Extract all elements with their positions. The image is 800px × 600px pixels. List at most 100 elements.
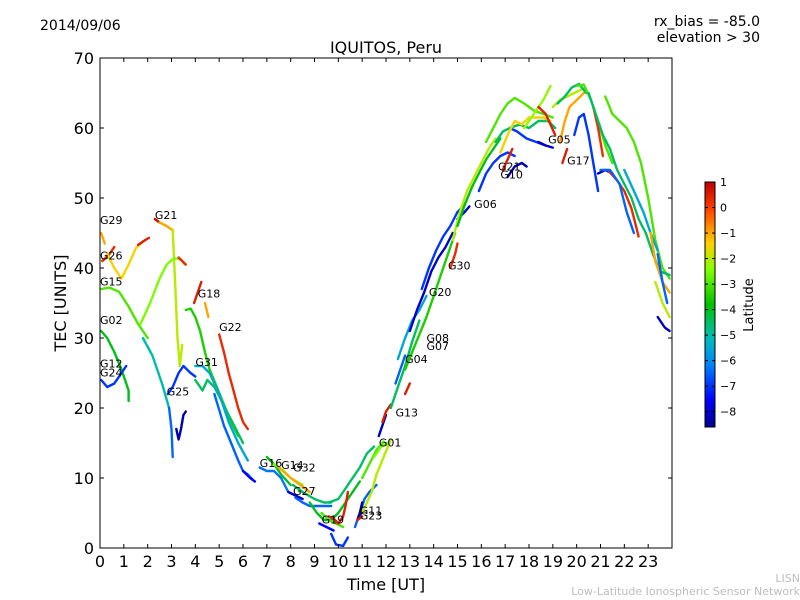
series-G32 (265, 455, 292, 487)
series-G08 (403, 231, 457, 371)
series-G17q (654, 280, 671, 319)
series-G17f (573, 112, 600, 193)
x-tick-label: 16 (471, 552, 491, 571)
series-G05b (537, 140, 554, 149)
series-G17o (656, 252, 669, 305)
x-tick-label: 22 (614, 552, 634, 571)
y-tick-label: 30 (74, 329, 94, 348)
series-G26b (106, 240, 145, 280)
y-tick-label: 40 (74, 259, 94, 278)
series-G21c (171, 228, 184, 368)
date-label: 2014/09/06 (40, 18, 121, 34)
sat-label-G02: G02 (100, 314, 123, 327)
colorbar-ticks: 1 0 −1 −2 −3 −4 −5 −6 −7 −8 (705, 176, 736, 419)
x-tick-label: 12 (376, 552, 396, 571)
colorbar-tick-label: −1 (720, 227, 736, 240)
x-tick-label: 11 (352, 552, 372, 571)
x-tick-label: 19 (543, 552, 563, 571)
x-tick-label: 15 (447, 552, 467, 571)
sat-label-G19: G19 (322, 514, 345, 527)
data-layer (100, 82, 671, 548)
sat-label-G04: G04 (405, 353, 428, 366)
series-G23 (361, 438, 392, 515)
series-G17d (556, 82, 588, 105)
sat-label-G22: G22 (219, 321, 242, 334)
series-G19f (327, 445, 376, 504)
series-G21b (158, 221, 173, 231)
rx-bias-label: rx_bias = -85.0 (653, 14, 760, 30)
series-G05e (499, 116, 552, 154)
footer-lisn: LISN (775, 572, 800, 585)
sat-label-G13: G13 (396, 406, 419, 419)
series-G29 (100, 231, 106, 245)
series-G17b (558, 91, 585, 144)
sat-label-G08: G08 (427, 332, 450, 345)
series-G10b (506, 161, 528, 179)
series-G10c (501, 147, 514, 172)
series-G27c (291, 483, 333, 504)
colorbar-tick-label: −4 (720, 304, 736, 317)
series-G20 (408, 231, 454, 333)
y-tick-label: 0 (84, 539, 94, 558)
x-tick-label: 8 (286, 552, 296, 571)
series-G19b (320, 511, 345, 529)
series-G21d (139, 257, 186, 326)
colorbar-tick-label: −6 (720, 355, 736, 368)
series-G01b (372, 441, 390, 459)
footer: LISN Low-Latitude Ionospheric Sensor Net… (571, 572, 800, 598)
x-tick-label: 14 (423, 552, 443, 571)
series-G17l (599, 168, 636, 235)
sat-label-G18: G18 (198, 287, 221, 300)
sat-label-G21: G21 (155, 209, 178, 222)
series-G17m (623, 168, 659, 252)
sat-label-G05: G05 (548, 133, 571, 146)
sat-label-G01: G01 (379, 437, 402, 450)
sat-label-G14: G14 (281, 459, 304, 472)
colorbar-label: Latitude (742, 278, 757, 332)
series-G17 (561, 147, 569, 165)
series-G18b (203, 301, 210, 319)
y-tick-label: 20 (74, 399, 94, 418)
sat-label-G32: G32 (293, 462, 316, 475)
chart-title: IQUITOS, Peru (329, 38, 443, 57)
series-G17p (656, 315, 671, 333)
x-tick-label: 9 (309, 552, 319, 571)
plot-frame (99, 57, 673, 549)
series-G05d (484, 96, 554, 144)
series-G17n (649, 231, 671, 294)
series-G19e (327, 490, 350, 525)
sat-label-G15: G15 (100, 276, 123, 289)
series-G30b (449, 242, 459, 270)
series-G31c (194, 364, 249, 462)
y-axis-label: TEC [UNITS] (51, 255, 70, 353)
meta-info: rx_bias = -85.0 elevation > 30 (654, 14, 760, 46)
series-G30 (420, 203, 466, 291)
sat-label-G25: G25 (167, 385, 190, 398)
x-tick-label: 4 (190, 552, 200, 571)
y-tick-label: 50 (74, 189, 94, 208)
x-axis-ticks: 0 1 2 3 4 5 6 7 8 9 10 11 12 13 14 15 16 17 18 19 20 21 22 23 (95, 58, 658, 571)
x-tick-label: 20 (566, 552, 586, 571)
sat-label-G11: G11 (360, 504, 383, 517)
sat-label-G07: G07 (427, 340, 450, 353)
series-G12 (100, 364, 128, 389)
x-tick-label: 13 (400, 552, 420, 571)
x-tick-label: 18 (519, 552, 539, 571)
x-axis-label: Time [UT] (346, 575, 425, 594)
series-G26 (101, 245, 116, 263)
x-tick-label: 1 (119, 552, 129, 571)
series-G06b (451, 137, 497, 242)
colorbar-tick-label: −8 (720, 406, 736, 419)
x-tick-label: 6 (238, 552, 248, 571)
series-G22 (218, 333, 249, 431)
x-tick-label: 17 (495, 552, 515, 571)
x-tick-label: 2 (143, 552, 153, 571)
colorbar-tick-label: 1 (720, 176, 727, 189)
series-G19d (330, 532, 350, 548)
sat-label-G23: G23 (360, 509, 383, 522)
sat-label-G20: G20 (429, 286, 452, 299)
series-G06c (456, 137, 502, 228)
elevation-label: elevation > 30 (656, 30, 760, 46)
series-G11b (356, 501, 364, 522)
x-tick-label: 7 (262, 552, 272, 571)
